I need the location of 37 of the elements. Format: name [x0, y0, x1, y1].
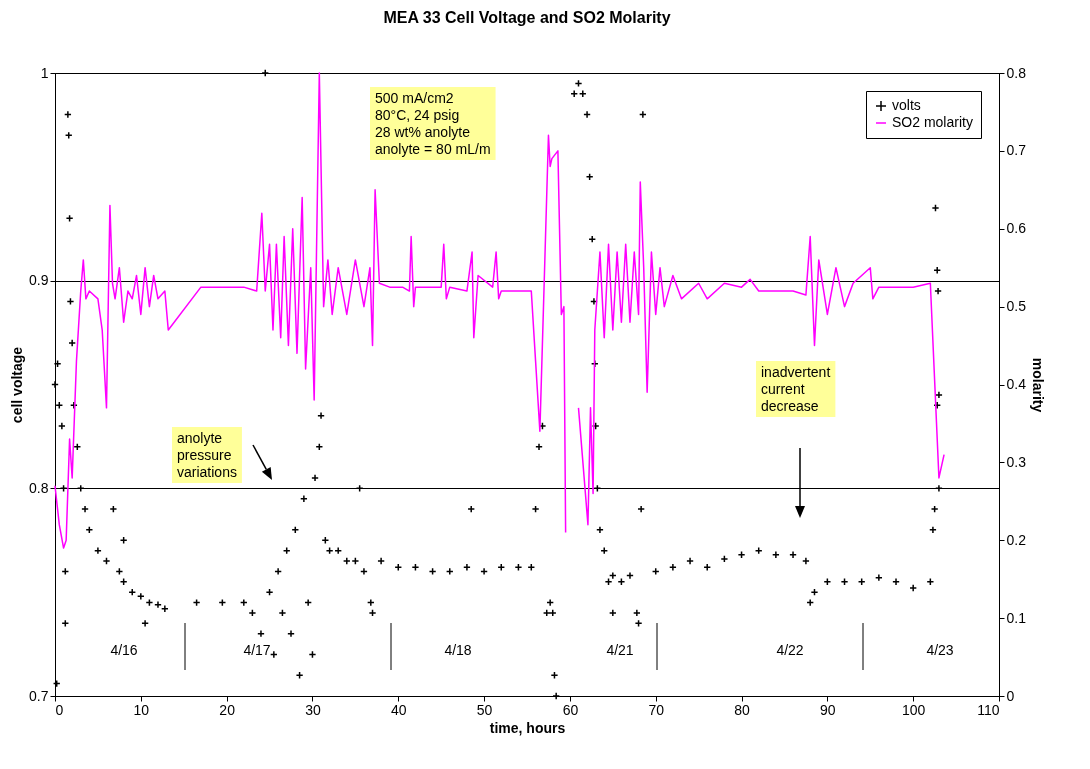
- legend-label: SO2 molarity: [892, 114, 973, 130]
- y2-tick-label: 0.8: [1006, 64, 1027, 81]
- y2-tick-label: 0.7: [1006, 142, 1027, 159]
- y2-tick-label: 0.1: [1006, 609, 1027, 626]
- x-axis-title: time, hours: [489, 719, 566, 736]
- x-tick-label: 40: [390, 701, 407, 718]
- x-tick-label: 50: [476, 701, 493, 718]
- y-tick-label: 0.8: [29, 479, 49, 496]
- x-tick-label: 110: [977, 701, 1000, 718]
- x-tick-label: 10: [133, 701, 150, 718]
- y-tick-label: 0.9: [29, 272, 49, 289]
- x-tick-label: 90: [820, 701, 836, 718]
- y-axis-title: cell voltage: [9, 346, 26, 424]
- annotation: 4/17: [243, 642, 271, 658]
- y-tick-label: 0.7: [29, 687, 49, 704]
- y-tick-label: 1: [40, 64, 49, 81]
- y2-axis-title: molarity: [1029, 357, 1046, 413]
- annotation: 4/22: [776, 642, 804, 658]
- y2-tick-label: 0: [1006, 687, 1015, 704]
- annotation: 4/16: [110, 642, 138, 658]
- y2-tick-label: 0.4: [1006, 376, 1027, 392]
- y2-tick-label: 0.6: [1006, 220, 1027, 237]
- x-tick-label: 100: [902, 701, 926, 718]
- chart-title: MEA 33 Cell Voltage and SO2 Molarity: [383, 9, 671, 26]
- y2-tick-label: 0.5: [1006, 298, 1027, 315]
- x-tick-label: 20: [219, 701, 236, 718]
- x-tick-label: 70: [648, 701, 665, 718]
- annotation: 4/23: [926, 642, 954, 658]
- x-tick-label: 60: [562, 701, 579, 718]
- legend-label: volts: [892, 97, 921, 113]
- y2-tick-label: 0.3: [1006, 453, 1027, 470]
- annotation: 4/21: [606, 642, 634, 658]
- x-tick-label: 30: [305, 701, 321, 718]
- x-tick-label: 0: [55, 701, 64, 718]
- y2-tick-label: 0.2: [1006, 531, 1027, 548]
- annotation: 4/18: [444, 642, 472, 658]
- x-tick-label: 80: [734, 701, 751, 718]
